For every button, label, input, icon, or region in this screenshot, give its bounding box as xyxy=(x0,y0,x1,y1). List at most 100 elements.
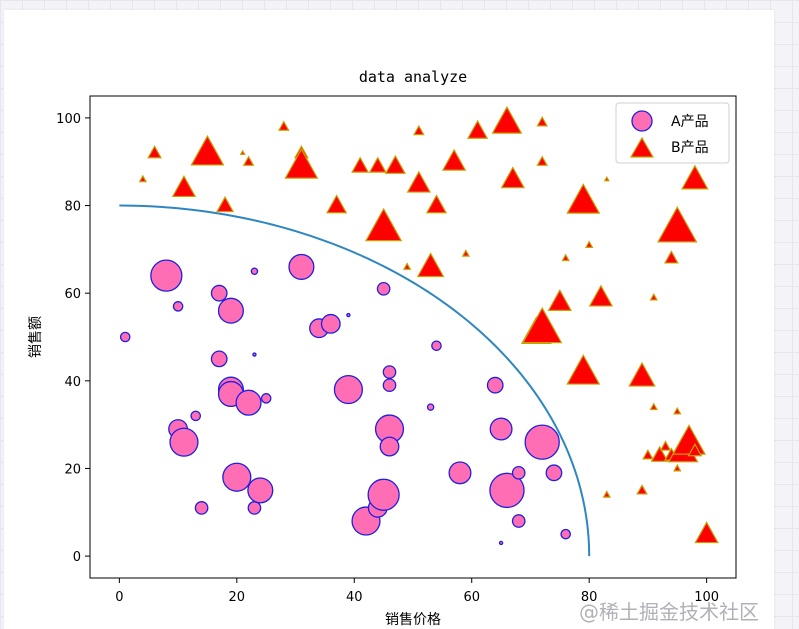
b-point-28 xyxy=(536,155,549,166)
b-point-19 xyxy=(425,194,448,214)
a-point-36 xyxy=(489,417,513,441)
a-point-28 xyxy=(382,365,397,379)
legend: A产品 B产品 xyxy=(615,102,730,164)
a-point-7 xyxy=(210,284,228,302)
b-point-36 xyxy=(602,490,612,498)
a-point-17 xyxy=(247,477,274,504)
a-point-22 xyxy=(346,312,351,318)
a-point-18 xyxy=(260,393,272,404)
b-point-42 xyxy=(650,445,669,462)
y-tick-label-5: 100 xyxy=(56,112,81,127)
y-tick-label-4: 80 xyxy=(64,200,81,215)
b-point-50 xyxy=(672,424,707,455)
a-point-8 xyxy=(210,350,228,368)
b-point-10 xyxy=(326,194,348,214)
a-point-9 xyxy=(217,297,244,324)
b-point-12 xyxy=(368,156,387,173)
a-point-35 xyxy=(486,376,504,394)
b-point-48 xyxy=(657,206,698,243)
y-tick-label-1: 20 xyxy=(64,462,81,477)
y-axis-label: 销售额 xyxy=(28,316,44,358)
b-point-33 xyxy=(584,240,594,248)
a-point-31 xyxy=(379,436,400,457)
b-point-1 xyxy=(147,145,163,159)
chart-title: data analyze xyxy=(359,68,467,86)
legend-label-b: B产品 xyxy=(671,140,709,156)
plot-frame xyxy=(89,95,737,579)
b-point-29 xyxy=(547,288,573,311)
b-point-23 xyxy=(491,105,523,134)
b-point-40 xyxy=(649,402,658,411)
a-point-26 xyxy=(367,478,400,511)
b-point-15 xyxy=(402,262,412,270)
x-tick-label-5: 100 xyxy=(694,590,719,605)
legend-marker-b xyxy=(629,136,655,158)
b-point-31 xyxy=(566,183,601,214)
a-point-33 xyxy=(431,340,442,352)
a-point-34 xyxy=(448,461,472,485)
a-point-15 xyxy=(252,352,257,357)
boundary-curve-layer xyxy=(119,204,591,557)
b-point-52 xyxy=(681,164,709,190)
x-tick-label-3: 60 xyxy=(463,590,480,605)
a-point-39 xyxy=(511,514,526,528)
a-point-23 xyxy=(333,374,363,405)
a-point-37 xyxy=(498,540,504,546)
b-point-34 xyxy=(588,284,614,307)
a-point-29 xyxy=(382,378,397,393)
b-point-53 xyxy=(694,521,719,544)
x-axis-label: 销售价格 xyxy=(385,612,441,628)
a-point-43 xyxy=(560,528,571,540)
b-point-46 xyxy=(673,406,682,415)
b-point-32 xyxy=(566,354,601,385)
b-point-35 xyxy=(603,175,610,182)
scatter-chart: data analyze 0 20 40 60 80 100 0 20 40 60 80 100 销售… xyxy=(28,68,737,628)
a-point-14 xyxy=(250,267,259,276)
b-point-14 xyxy=(384,154,406,174)
a-point-32 xyxy=(426,403,435,411)
b-point-13 xyxy=(365,207,403,242)
x-tick-label-0: 0 xyxy=(115,590,123,605)
y-tick-label-2: 40 xyxy=(64,375,81,390)
b-point-41 xyxy=(649,292,658,301)
axis-ticks: 0 20 40 60 80 100 0 20 40 60 80 100 xyxy=(56,112,719,605)
b-point-22 xyxy=(466,119,489,139)
x-tick-label-2: 40 xyxy=(346,590,363,605)
b-point-24 xyxy=(500,166,526,189)
b-point-47 xyxy=(673,463,682,472)
a-point-16 xyxy=(247,501,262,515)
series-a-points xyxy=(119,253,571,546)
b-point-43 xyxy=(659,440,672,451)
b-point-18 xyxy=(416,252,445,278)
a-point-4 xyxy=(169,427,199,457)
legend-marker-a xyxy=(631,110,653,132)
x-tick-label-4: 80 xyxy=(581,590,598,605)
watermark: @稀土掘金技术社区 xyxy=(579,600,759,624)
a-point-5 xyxy=(190,410,202,422)
b-point-21 xyxy=(461,249,471,257)
boundary-curve xyxy=(119,204,591,557)
b-point-27 xyxy=(536,116,549,127)
a-point-42 xyxy=(545,464,563,482)
b-point-51 xyxy=(687,442,703,457)
b-point-9 xyxy=(284,148,319,179)
y-tick-label-0: 0 xyxy=(73,550,81,565)
b-point-39 xyxy=(642,449,654,460)
b-point-20 xyxy=(441,148,467,171)
chart-card: data analyze 0 20 40 60 80 100 0 20 40 60 80 100 销售… xyxy=(4,10,774,629)
b-point-6 xyxy=(242,155,255,166)
a-point-1 xyxy=(150,259,183,292)
b-point-37 xyxy=(628,361,656,387)
y-tick-label-3: 60 xyxy=(64,287,81,302)
a-point-19 xyxy=(288,253,315,280)
a-point-2 xyxy=(172,301,184,312)
b-point-44 xyxy=(663,250,679,264)
a-point-6 xyxy=(194,501,209,515)
a-point-41 xyxy=(524,424,560,460)
a-point-40 xyxy=(511,465,526,480)
a-point-0 xyxy=(119,331,131,343)
b-point-38 xyxy=(636,484,648,495)
legend-label-a: A产品 xyxy=(671,114,709,130)
b-point-30 xyxy=(561,253,570,262)
a-point-27 xyxy=(376,281,391,296)
